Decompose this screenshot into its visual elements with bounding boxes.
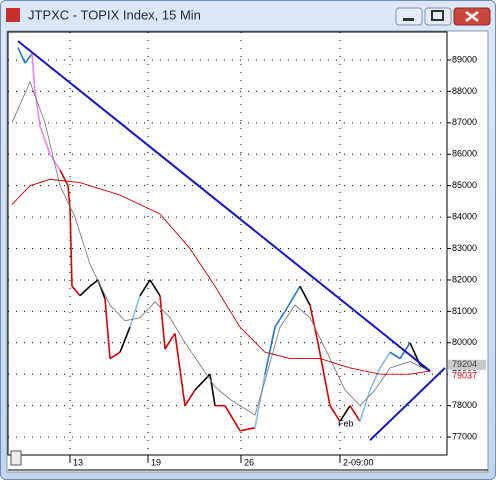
price-tag-label: 79037 bbox=[452, 370, 477, 380]
price-segment bbox=[39, 125, 51, 155]
y-tick-label: 78000 bbox=[452, 400, 477, 410]
price-tag-label: 79204 bbox=[452, 359, 477, 369]
y-tick-label: 77000 bbox=[452, 431, 477, 441]
annotation: Feb bbox=[338, 418, 354, 428]
y-tick-label: 87000 bbox=[452, 117, 477, 127]
trend-line bbox=[17, 40, 431, 372]
price-segment bbox=[71, 285, 81, 297]
price-segment bbox=[159, 295, 166, 350]
y-tick-label: 86000 bbox=[452, 149, 477, 159]
price-segment bbox=[109, 351, 121, 360]
price-segment bbox=[359, 389, 371, 422]
price-segment bbox=[129, 295, 141, 328]
y-tick-label: 83000 bbox=[452, 243, 477, 253]
price-segment bbox=[284, 285, 301, 312]
price-segment bbox=[24, 53, 33, 64]
price-segment bbox=[49, 153, 61, 171]
y-tick-label: 89000 bbox=[452, 54, 477, 64]
price-segment bbox=[59, 169, 69, 187]
close-icon bbox=[465, 11, 479, 22]
y-tick-label: 88000 bbox=[452, 86, 477, 96]
price-segment bbox=[349, 405, 361, 422]
minimize-icon bbox=[403, 18, 414, 21]
price-segment bbox=[339, 405, 351, 422]
price-segment bbox=[309, 304, 319, 343]
scroll-box[interactable] bbox=[10, 450, 22, 466]
y-tick-label: 82000 bbox=[452, 274, 477, 284]
y-tick-label: 80000 bbox=[452, 337, 477, 347]
price-segment bbox=[209, 374, 216, 406]
minimize-button[interactable] bbox=[395, 7, 423, 26]
price-tag bbox=[448, 371, 486, 382]
price-segment bbox=[89, 279, 99, 287]
y-tick-label: 85000 bbox=[452, 180, 477, 190]
maximize-icon bbox=[431, 10, 444, 21]
x-tick-label: 19 bbox=[151, 457, 161, 467]
plot-area bbox=[7, 31, 448, 456]
price-segment bbox=[104, 298, 111, 359]
price-segment bbox=[194, 373, 211, 391]
price-segment bbox=[69, 207, 73, 287]
price-segment bbox=[317, 342, 331, 406]
price-segment bbox=[274, 310, 286, 328]
x-tick-label: 2-09:00 bbox=[343, 457, 374, 467]
x-tick-label: 26 bbox=[244, 457, 254, 467]
price-segment bbox=[389, 351, 401, 360]
price-segment bbox=[149, 279, 161, 297]
y-tick-label: 81000 bbox=[452, 306, 477, 316]
price-segment bbox=[17, 47, 26, 64]
price-segment bbox=[184, 389, 196, 407]
price-segment bbox=[224, 405, 241, 432]
moving-average bbox=[11, 80, 431, 416]
price-segment bbox=[264, 326, 276, 375]
price-segment bbox=[369, 367, 381, 391]
x-tick-label: 13 bbox=[73, 457, 83, 467]
app-icon bbox=[6, 8, 20, 22]
price-tag bbox=[448, 359, 486, 370]
price-segment bbox=[329, 405, 341, 422]
price-segment bbox=[67, 185, 71, 208]
price-segment bbox=[164, 332, 176, 350]
moving-average bbox=[11, 178, 431, 375]
price-segment bbox=[139, 279, 151, 297]
price-segment bbox=[79, 285, 91, 297]
window-title: JTPXC - TOPIX Index, 15 Min bbox=[28, 7, 201, 22]
price-segment bbox=[379, 351, 391, 369]
price-segment bbox=[299, 285, 311, 306]
price-segment bbox=[119, 326, 131, 353]
price-segment bbox=[31, 53, 36, 92]
y-tick-label: 84000 bbox=[452, 211, 477, 221]
price-segment bbox=[174, 333, 186, 406]
trend-line bbox=[369, 367, 446, 441]
price-segment bbox=[239, 426, 256, 432]
price-segment bbox=[254, 374, 266, 428]
